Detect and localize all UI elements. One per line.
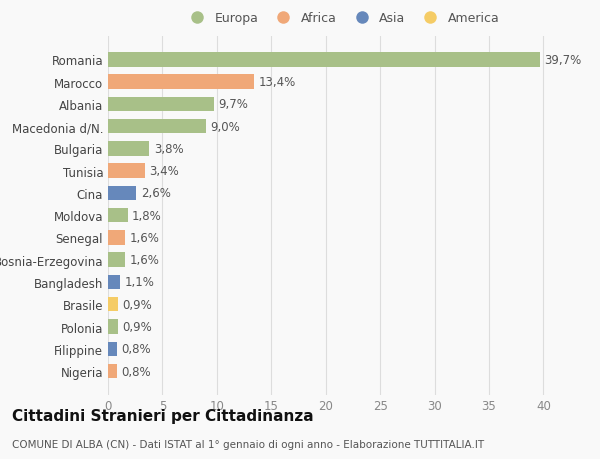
- Text: 9,7%: 9,7%: [218, 98, 248, 111]
- Bar: [108, 186, 136, 201]
- Bar: [108, 208, 128, 223]
- Bar: [108, 297, 118, 312]
- Text: 0,9%: 0,9%: [122, 298, 152, 311]
- Bar: [108, 275, 120, 290]
- Text: 1,8%: 1,8%: [132, 209, 161, 222]
- Text: 0,8%: 0,8%: [121, 342, 151, 356]
- Bar: [108, 319, 118, 334]
- Text: 1,1%: 1,1%: [124, 276, 154, 289]
- Text: 9,0%: 9,0%: [211, 120, 240, 134]
- Bar: [108, 53, 540, 67]
- Text: 0,8%: 0,8%: [121, 365, 151, 378]
- Bar: [108, 164, 145, 179]
- Text: 2,6%: 2,6%: [140, 187, 170, 200]
- Bar: [108, 342, 117, 356]
- Text: 1,6%: 1,6%: [130, 254, 160, 267]
- Bar: [108, 231, 125, 245]
- Text: 13,4%: 13,4%: [258, 76, 295, 89]
- Text: COMUNE DI ALBA (CN) - Dati ISTAT al 1° gennaio di ogni anno - Elaborazione TUTTI: COMUNE DI ALBA (CN) - Dati ISTAT al 1° g…: [12, 440, 484, 449]
- Bar: [108, 142, 149, 157]
- Legend: Europa, Africa, Asia, America: Europa, Africa, Asia, America: [179, 7, 505, 30]
- Text: 0,9%: 0,9%: [122, 320, 152, 333]
- Bar: [108, 364, 117, 379]
- Text: 3,8%: 3,8%: [154, 143, 184, 156]
- Text: 39,7%: 39,7%: [544, 54, 581, 67]
- Text: Cittadini Stranieri per Cittadinanza: Cittadini Stranieri per Cittadinanza: [12, 408, 314, 423]
- Bar: [108, 75, 254, 90]
- Bar: [108, 97, 214, 112]
- Text: 1,6%: 1,6%: [130, 231, 160, 245]
- Bar: [108, 253, 125, 268]
- Bar: [108, 120, 206, 134]
- Text: 3,4%: 3,4%: [149, 165, 179, 178]
